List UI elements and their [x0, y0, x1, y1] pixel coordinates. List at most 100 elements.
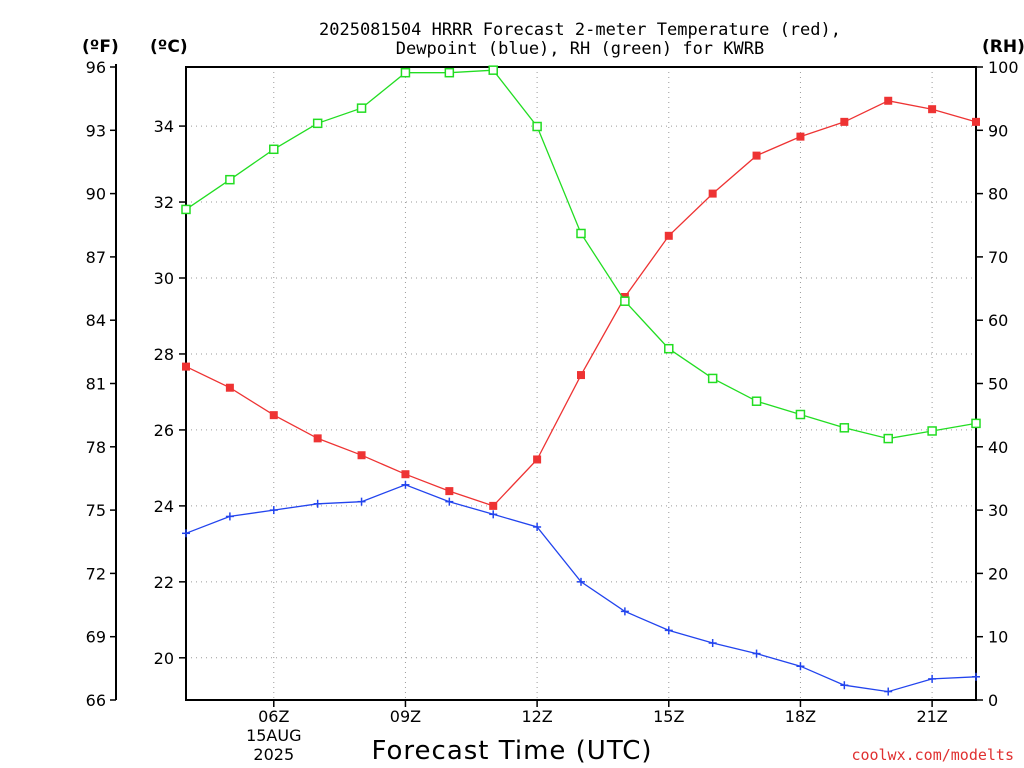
grid-lines	[186, 67, 976, 700]
data-point-marker	[620, 296, 630, 306]
data-point-marker	[356, 103, 367, 113]
fahrenheit-tick-label: 75	[86, 501, 106, 520]
data-point-marker	[577, 577, 585, 586]
fahrenheit-tick-label: 96	[86, 58, 106, 77]
data-point-marker	[752, 649, 761, 658]
data-point-marker	[928, 674, 937, 683]
data-point-marker	[840, 681, 849, 690]
data-point-marker	[401, 480, 410, 489]
celsius-tick-label: 20	[154, 649, 174, 668]
celsius-tick-label: 30	[154, 269, 174, 288]
x-date-label: 15AUG	[246, 726, 301, 745]
celsius-tick-label: 32	[154, 193, 174, 212]
data-point-marker	[313, 499, 322, 508]
series-line-2	[185, 69, 977, 440]
data-point-marker	[444, 67, 455, 78]
data-point-marker	[313, 434, 322, 443]
celsius-unit-label: (ºC)	[150, 37, 188, 57]
chart-title-line1: 2025081504 HRRR Forecast 2-meter Tempera…	[319, 20, 841, 40]
data-point-marker	[664, 343, 674, 354]
data-point-marker	[489, 510, 498, 519]
data-point-marker	[400, 67, 411, 78]
data-point-marker	[181, 204, 191, 215]
data-point-marker	[620, 607, 629, 616]
data-point-marker	[927, 426, 937, 436]
celsius-tick-label: 22	[154, 573, 174, 592]
rh-tick-label: 20	[988, 564, 1008, 583]
data-point-marker	[269, 411, 278, 420]
x-date-label: 2025	[253, 745, 294, 764]
data-point-marker	[840, 117, 849, 126]
credit-label: coolwx.com/modelts	[851, 746, 1014, 764]
data-point-marker	[182, 362, 190, 371]
data-point-marker	[533, 455, 542, 464]
chart-title-line2: Dewpoint (blue), RH (green) for KWRB	[396, 39, 764, 59]
celsius-tick-label: 24	[154, 497, 174, 516]
celsius-tick-label: 28	[154, 345, 174, 364]
fahrenheit-tick-label: 93	[86, 121, 106, 140]
fahrenheit-tick-label: 69	[86, 628, 106, 647]
data-point-marker	[707, 373, 718, 384]
data-point-marker	[795, 409, 806, 420]
data-point-marker	[269, 506, 278, 515]
data-point-marker	[883, 433, 893, 444]
axes	[110, 64, 983, 707]
data-point-marker	[225, 383, 234, 392]
fahrenheit-tick-label: 66	[86, 691, 106, 710]
celsius-tick-label: 26	[154, 421, 174, 440]
fahrenheit-tick-label: 78	[86, 438, 106, 457]
fahrenheit-tick-label: 81	[86, 375, 106, 394]
data-point-marker	[972, 672, 980, 681]
plot-frame	[185, 66, 977, 701]
data-point-marker	[225, 174, 235, 185]
data-point-marker	[533, 522, 542, 531]
x-tick-label: 09Z	[390, 707, 421, 726]
rh-tick-label: 50	[988, 375, 1008, 394]
series-line-0	[185, 100, 977, 507]
data-point-marker	[401, 470, 410, 479]
x-tick-label: 21Z	[916, 707, 947, 726]
data-point-marker	[928, 105, 937, 114]
data-point-marker	[269, 144, 279, 155]
data-point-marker	[445, 497, 454, 506]
rh-tick-label: 100	[988, 58, 1019, 77]
rh-tick-label: 30	[988, 501, 1008, 520]
series-line-1	[185, 484, 977, 693]
data-point-marker	[972, 117, 980, 126]
rh-tick-label: 80	[988, 185, 1008, 204]
data-point-marker	[971, 418, 981, 429]
data-point-marker	[751, 396, 762, 406]
data-point-marker	[357, 451, 366, 460]
x-tick-label: 18Z	[785, 707, 816, 726]
tick-labels: 66 69 72 75 78 81 84 87 90 93 96 20 22 24 26 28 30 32 34 0 1…	[86, 58, 1019, 764]
x-tick-label: 06Z	[258, 707, 289, 726]
fahrenheit-tick-label: 72	[86, 564, 106, 583]
data-point-marker	[357, 497, 366, 506]
data-point-marker	[796, 132, 805, 141]
fahrenheit-tick-label: 90	[86, 185, 106, 204]
data-point-marker	[884, 96, 893, 105]
data-point-marker	[664, 231, 673, 240]
rh-tick-label: 70	[988, 248, 1008, 267]
x-tick-label: 15Z	[653, 707, 684, 726]
data-point-marker	[796, 662, 805, 671]
x-axis-label: Forecast Time (UTC)	[371, 736, 652, 766]
x-tick-label: 12Z	[521, 707, 552, 726]
data-point-marker	[839, 423, 850, 433]
rh-unit-label: (RH)	[982, 37, 1024, 57]
rh-tick-label: 0	[988, 691, 998, 710]
data-point-marker	[576, 228, 586, 239]
data-point-marker	[488, 65, 498, 75]
fahrenheit-unit-label: (ºF)	[82, 37, 119, 57]
data-point-marker	[532, 121, 542, 132]
fahrenheit-tick-label: 84	[86, 311, 106, 330]
fahrenheit-tick-label: 87	[86, 248, 106, 267]
data-point-marker	[489, 501, 498, 510]
data-point-marker	[577, 371, 585, 380]
data-point-marker	[884, 687, 893, 696]
data-point-marker	[708, 639, 717, 648]
data-point-marker	[752, 151, 761, 160]
data-point-marker	[312, 118, 323, 129]
data-point-marker	[225, 512, 234, 521]
